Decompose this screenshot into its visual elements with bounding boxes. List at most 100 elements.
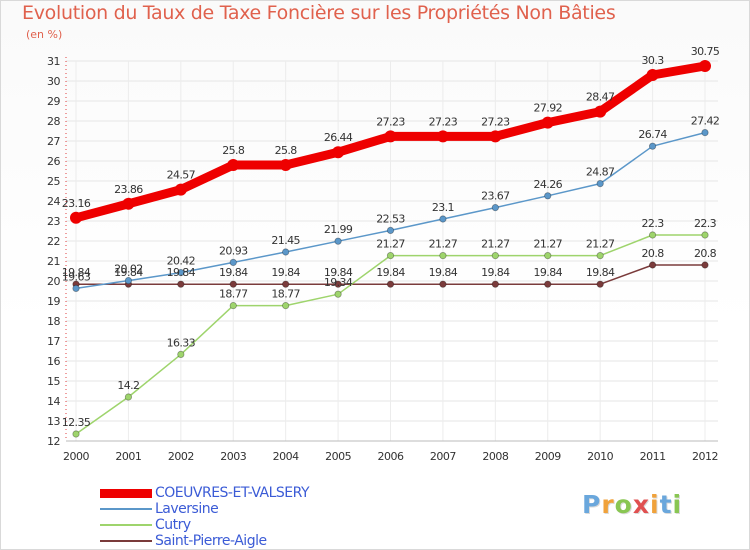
data-label: 21.27 xyxy=(534,238,563,251)
data-point xyxy=(227,159,240,171)
data-point xyxy=(489,130,502,143)
data-label: 19.84 xyxy=(271,266,300,279)
data-label: 12.35 xyxy=(62,416,91,429)
data-point xyxy=(439,280,447,288)
legend-swatch xyxy=(100,540,152,542)
data-point xyxy=(699,60,711,72)
data-label: 27.23 xyxy=(429,115,458,128)
data-label: 19.84 xyxy=(219,266,248,279)
data-label: 21.27 xyxy=(481,238,510,251)
data-point xyxy=(646,69,659,81)
legend-label: Cutry xyxy=(155,517,191,533)
data-label: 19.84 xyxy=(376,266,405,279)
data-point xyxy=(386,226,395,234)
y-tick-label: 14 xyxy=(47,395,60,408)
data-point xyxy=(544,192,552,200)
logo-letter: r xyxy=(601,490,615,519)
data-point xyxy=(541,116,554,129)
data-point xyxy=(596,252,604,260)
data-label: 19.63 xyxy=(62,270,91,283)
unit-label: (en %) xyxy=(26,28,63,41)
data-label: 16.33 xyxy=(167,336,196,349)
data-label: 22.3 xyxy=(694,217,717,230)
data-label: 26.74 xyxy=(638,128,667,141)
legend-label: Saint-Pierre-Aigle xyxy=(155,533,267,549)
data-label: 30.75 xyxy=(691,45,720,58)
data-label: 21.45 xyxy=(271,234,300,247)
y-tick-label: 27 xyxy=(47,135,60,148)
data-label: 19.84 xyxy=(481,266,510,279)
data-point xyxy=(332,146,345,159)
data-point xyxy=(648,231,657,239)
x-tick-label: 2007 xyxy=(430,450,456,463)
y-tick-label: 20 xyxy=(47,275,60,288)
data-point xyxy=(596,180,604,188)
y-tick-label: 18 xyxy=(47,315,60,328)
data-label: 30.3 xyxy=(642,54,665,67)
legend-swatch xyxy=(100,488,152,498)
data-label: 23.1 xyxy=(432,201,454,214)
data-point xyxy=(334,280,342,288)
data-point xyxy=(439,215,447,223)
data-point xyxy=(229,280,237,288)
x-tick-label: 2001 xyxy=(115,450,141,463)
data-label: 21.99 xyxy=(324,223,353,236)
data-label: 25.8 xyxy=(275,144,298,157)
data-point xyxy=(436,130,449,143)
logo-letter: t xyxy=(659,490,673,519)
proxiti-logo: Proxiti xyxy=(582,490,682,519)
x-tick-label: 2011 xyxy=(640,450,666,463)
y-tick-label: 15 xyxy=(47,375,60,388)
data-point xyxy=(701,129,709,137)
data-label: 27.23 xyxy=(481,115,510,128)
data-label: 18.77 xyxy=(219,288,248,301)
data-point xyxy=(439,252,447,260)
data-point xyxy=(72,284,80,292)
data-label: 20.42 xyxy=(167,255,196,268)
data-point xyxy=(279,159,292,171)
logo-letter: i xyxy=(672,490,683,519)
data-label: 27.42 xyxy=(691,115,720,128)
data-point xyxy=(491,252,499,260)
legend-swatch xyxy=(100,508,152,510)
data-point xyxy=(544,252,552,260)
logo-letter: i xyxy=(650,490,660,519)
data-point xyxy=(229,258,237,266)
y-tick-label: 28 xyxy=(47,115,60,128)
data-label: 20.02 xyxy=(114,263,143,276)
y-tick-label: 29 xyxy=(47,95,60,108)
data-label: 23.67 xyxy=(481,190,510,203)
data-point xyxy=(701,231,709,239)
data-label: 18.77 xyxy=(271,288,300,301)
y-tick-label: 30 xyxy=(47,75,60,88)
logo-letter: x xyxy=(632,490,650,519)
legend-label: COEUVRES-ET-VALSERY xyxy=(155,485,310,501)
data-point xyxy=(177,350,185,358)
data-point xyxy=(70,211,82,224)
y-tick-label: 17 xyxy=(47,335,60,348)
data-label: 21.27 xyxy=(376,238,405,251)
data-point xyxy=(491,204,499,212)
data-label: 19.34 xyxy=(324,276,353,289)
y-tick-label: 19 xyxy=(47,295,60,308)
data-label: 20.93 xyxy=(219,244,248,257)
y-tick-label: 16 xyxy=(47,355,60,368)
data-label: 19.84 xyxy=(324,266,353,279)
data-point xyxy=(596,280,604,288)
data-point xyxy=(386,280,395,288)
data-point xyxy=(229,301,237,310)
data-point xyxy=(177,280,185,288)
data-point xyxy=(124,393,133,401)
data-label: 25.8 xyxy=(222,144,245,157)
logo-letter: o xyxy=(614,490,633,519)
data-label: 21.27 xyxy=(586,238,615,251)
data-point xyxy=(386,252,395,260)
data-point xyxy=(594,105,607,118)
x-tick-label: 2009 xyxy=(535,450,561,463)
data-label: 19.84 xyxy=(114,266,143,279)
data-label: 27.23 xyxy=(376,115,405,128)
data-label: 19.84 xyxy=(62,266,91,279)
data-point xyxy=(491,280,499,288)
data-point xyxy=(384,130,397,143)
